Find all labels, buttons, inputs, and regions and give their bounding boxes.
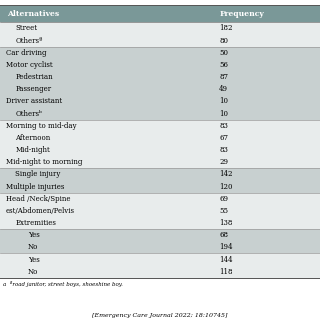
Text: Motor cyclist: Motor cyclist: [6, 61, 52, 69]
Text: [Emergency Care Journal 2022; 18:10745]: [Emergency Care Journal 2022; 18:10745]: [92, 313, 228, 318]
Bar: [0, 205, 320, 217]
Text: 29: 29: [219, 158, 228, 166]
Text: No: No: [28, 268, 38, 276]
Text: Othersª: Othersª: [15, 36, 43, 44]
Bar: [0, 59, 320, 71]
Bar: [0, 83, 320, 95]
Text: 55: 55: [219, 207, 228, 215]
Text: 10: 10: [219, 97, 228, 106]
Text: Single injury: Single injury: [15, 170, 61, 179]
Text: 142: 142: [219, 170, 233, 179]
Text: Morning to mid-day: Morning to mid-day: [6, 122, 76, 130]
Text: Driver assistant: Driver assistant: [6, 97, 62, 106]
Text: Passenger: Passenger: [15, 85, 52, 93]
Text: 10: 10: [219, 109, 228, 118]
Bar: [0, 35, 320, 47]
Bar: [0, 229, 320, 241]
Text: Head /Neck/Spine: Head /Neck/Spine: [6, 195, 70, 203]
Text: Extremities: Extremities: [15, 219, 56, 227]
Bar: [0, 47, 320, 59]
Bar: [0, 193, 320, 205]
Bar: [0, 108, 320, 120]
Text: Yes: Yes: [28, 256, 40, 264]
Bar: [0, 132, 320, 144]
Text: 138: 138: [219, 219, 233, 227]
Text: 67: 67: [219, 134, 228, 142]
Text: 50: 50: [219, 49, 228, 57]
Text: 87: 87: [219, 73, 228, 81]
Bar: [0, 217, 320, 229]
Bar: [0, 266, 320, 278]
Bar: [0, 22, 320, 35]
Bar: [0, 241, 320, 253]
Text: 80: 80: [219, 36, 228, 44]
Text: 69: 69: [219, 195, 228, 203]
Text: 83: 83: [219, 146, 228, 154]
Text: Mid-night to morning: Mid-night to morning: [6, 158, 82, 166]
Text: Pedestrian: Pedestrian: [15, 73, 53, 81]
Bar: [0, 180, 320, 193]
Text: 49: 49: [219, 85, 228, 93]
Text: Car driving: Car driving: [6, 49, 46, 57]
Bar: [0, 120, 320, 132]
Text: Frequency: Frequency: [219, 10, 264, 18]
Bar: [0, 156, 320, 168]
Text: 56: 56: [219, 61, 228, 69]
Bar: [0, 253, 320, 266]
Text: 68: 68: [219, 231, 228, 239]
Text: Afternoon: Afternoon: [15, 134, 51, 142]
Text: Alternatives: Alternatives: [7, 10, 60, 18]
Bar: [0, 71, 320, 83]
Bar: [0, 95, 320, 108]
Text: Mid-night: Mid-night: [15, 146, 50, 154]
Bar: [0, 168, 320, 180]
Text: 83: 83: [219, 122, 228, 130]
Bar: [0, 144, 320, 156]
Bar: [0, 5, 320, 22]
Text: est/Abdomen/Pelvis: est/Abdomen/Pelvis: [6, 207, 75, 215]
Text: a  ªroad janitor, street boys, shoeshine boy.: a ªroad janitor, street boys, shoeshine …: [3, 281, 123, 287]
Text: 194: 194: [219, 244, 233, 252]
Text: 118: 118: [219, 268, 233, 276]
Text: Multiple injuries: Multiple injuries: [6, 182, 64, 191]
Text: 120: 120: [219, 182, 233, 191]
Text: Othersᵇ: Othersᵇ: [15, 109, 42, 118]
Text: Yes: Yes: [28, 231, 40, 239]
Text: 182: 182: [219, 25, 233, 33]
Text: No: No: [28, 244, 38, 252]
Text: 144: 144: [219, 256, 233, 264]
Text: Street: Street: [15, 25, 37, 33]
